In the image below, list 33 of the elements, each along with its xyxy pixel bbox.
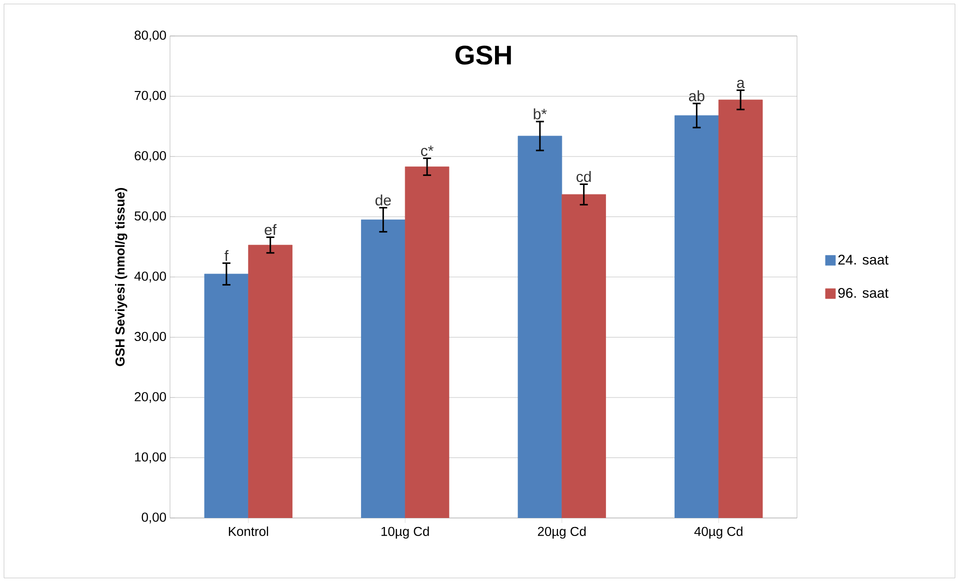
x-tick-label: 40µg Cd <box>694 526 742 539</box>
legend-label: 96. saat <box>838 288 888 298</box>
bar <box>562 194 606 518</box>
data-label: ab <box>689 90 704 102</box>
data-label: f <box>224 250 229 261</box>
y-tick-label: 70,00 <box>134 90 166 102</box>
data-label: b* <box>534 108 547 120</box>
bar <box>518 136 562 518</box>
y-tick-label: 20,00 <box>134 392 166 403</box>
bar <box>248 244 292 518</box>
x-tick-label: 10µg Cd <box>382 526 429 539</box>
data-label: de <box>376 194 391 206</box>
chart-title: GSH <box>455 46 511 65</box>
y-tick-label: 10,00 <box>135 452 166 464</box>
bar <box>674 115 719 518</box>
y-tick-label: 50,00 <box>134 211 166 222</box>
x-tick-label: Kontrol <box>228 526 268 536</box>
bar <box>404 166 450 518</box>
data-label: ef <box>264 224 277 236</box>
y-tick-label: 40,00 <box>134 272 166 282</box>
bar <box>361 220 406 518</box>
y-tick-label: 0,00 <box>142 512 166 524</box>
x-tick-label: 20µg Cd <box>538 526 586 539</box>
bar <box>204 274 249 518</box>
data-label: a <box>737 80 745 88</box>
y-tick-label: 30,00 <box>134 332 166 343</box>
y-tick-label: 60,00 <box>134 151 166 162</box>
y-axis-title: GSH Seviyesi (nmol/g tissue) <box>115 188 128 366</box>
bar <box>718 100 763 518</box>
data-label: cd <box>576 171 591 182</box>
legend-label: 24. saat <box>838 254 888 265</box>
y-tick-label: 80,00 <box>134 30 166 42</box>
data-label: c* <box>421 146 434 156</box>
